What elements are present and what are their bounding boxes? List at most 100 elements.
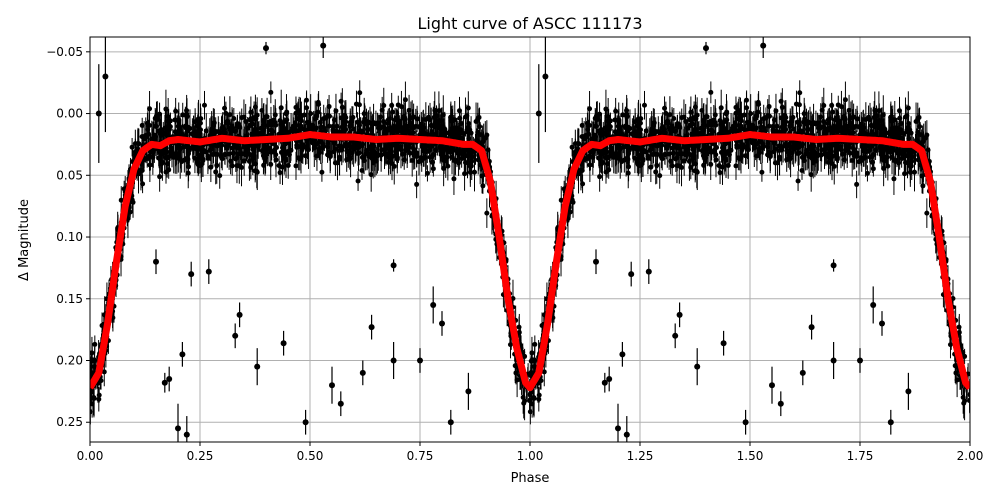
data-point xyxy=(586,132,591,137)
data-point xyxy=(173,151,178,156)
data-point xyxy=(626,164,631,169)
data-point xyxy=(380,108,385,113)
data-point xyxy=(653,169,658,174)
data-point xyxy=(823,151,828,156)
data-point xyxy=(580,123,585,128)
data-point xyxy=(687,159,692,164)
data-point xyxy=(333,160,338,165)
data-point xyxy=(145,122,150,127)
data-point xyxy=(208,165,213,170)
data-point xyxy=(140,123,145,128)
data-point xyxy=(696,131,701,136)
data-point xyxy=(821,125,826,130)
data-point xyxy=(920,183,925,188)
data-point xyxy=(591,149,596,154)
data-point xyxy=(891,176,896,181)
data-point xyxy=(780,105,785,110)
data-point xyxy=(319,124,324,129)
data-point xyxy=(773,160,778,165)
data-point xyxy=(357,90,362,95)
data-point xyxy=(657,173,662,178)
data-point xyxy=(765,152,770,157)
data-point xyxy=(480,183,485,188)
data-point xyxy=(259,108,264,113)
data-point xyxy=(718,170,723,175)
chart-title: Light curve of ASCC 111173 xyxy=(417,14,642,33)
data-point xyxy=(733,163,738,168)
data-point xyxy=(457,108,462,113)
data-point xyxy=(383,151,388,156)
data-point xyxy=(654,163,659,168)
data-point xyxy=(360,168,365,173)
data-point xyxy=(613,109,618,114)
data-point xyxy=(192,156,197,161)
data-point xyxy=(287,152,292,157)
data-point xyxy=(333,108,338,113)
data-point xyxy=(790,145,795,150)
data-point xyxy=(350,145,355,150)
data-point xyxy=(903,160,908,165)
data-point xyxy=(819,153,824,158)
data-point xyxy=(532,359,537,364)
data-point xyxy=(151,149,156,154)
data-point xyxy=(403,148,408,153)
data-point xyxy=(356,178,361,183)
data-point xyxy=(826,117,831,122)
data-point xyxy=(404,128,409,133)
data-point xyxy=(794,102,799,107)
data-point xyxy=(597,174,602,179)
data-point xyxy=(885,164,890,169)
data-point xyxy=(961,395,966,400)
data-point xyxy=(431,166,436,171)
data-point xyxy=(521,395,526,400)
data-point xyxy=(708,162,713,167)
data-point xyxy=(670,125,675,130)
data-point xyxy=(662,106,667,111)
data-point xyxy=(279,105,284,110)
data-point xyxy=(319,170,324,175)
data-point xyxy=(96,397,101,402)
data-point xyxy=(891,126,896,131)
data-point xyxy=(214,163,219,168)
data-point xyxy=(451,126,456,131)
data-point xyxy=(317,150,322,155)
data-point xyxy=(797,90,802,95)
data-point xyxy=(830,128,835,133)
data-point xyxy=(580,181,585,186)
data-point xyxy=(667,112,672,117)
data-point xyxy=(330,128,335,133)
data-point xyxy=(438,126,443,131)
data-point xyxy=(759,124,764,129)
data-point xyxy=(770,128,775,133)
data-point xyxy=(452,117,457,122)
data-point xyxy=(316,110,321,115)
data-point xyxy=(452,131,457,136)
data-point xyxy=(906,106,911,111)
data-point xyxy=(445,164,450,169)
data-point xyxy=(386,117,391,122)
data-point xyxy=(186,164,191,169)
data-point xyxy=(466,106,471,111)
data-point xyxy=(530,401,535,406)
data-point xyxy=(213,169,218,174)
data-point xyxy=(92,342,97,347)
data-point xyxy=(247,159,252,164)
data-point xyxy=(157,174,162,179)
data-point xyxy=(325,152,330,157)
data-point xyxy=(759,170,764,175)
data-point xyxy=(721,146,726,151)
data-point xyxy=(237,146,242,151)
data-point xyxy=(638,121,643,126)
data-point xyxy=(146,132,151,137)
data-point xyxy=(885,155,890,160)
data-point xyxy=(389,144,394,149)
data-point xyxy=(222,106,227,111)
data-point xyxy=(820,108,825,113)
data-point xyxy=(897,108,902,113)
data-point xyxy=(173,109,178,114)
data-point xyxy=(444,145,449,150)
data-point xyxy=(829,144,834,149)
data-point xyxy=(613,129,618,134)
data-point xyxy=(173,129,178,134)
data-point xyxy=(892,131,897,136)
